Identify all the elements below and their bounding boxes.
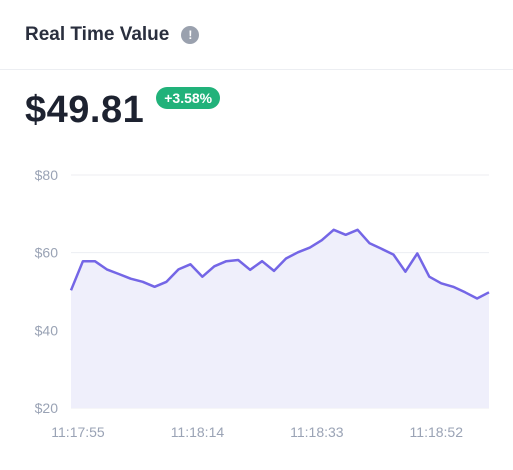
card-header: Real Time Value ! (0, 0, 513, 70)
x-tick-label: 11:18:33 (290, 424, 344, 440)
y-tick-label: $80 (35, 167, 59, 183)
area-fill (71, 229, 489, 408)
value-chart: $80$60$40$20 11:17:55 11:18:14 11:18:33 11:… (35, 167, 490, 440)
x-tick-label: 11:18:52 (410, 424, 464, 440)
series-line (69, 228, 490, 300)
y-tick-label: $20 (35, 400, 59, 416)
y-tick-label: $60 (35, 245, 59, 261)
y-tick-label: $40 (35, 322, 59, 338)
y-axis-ticks: $80 $60 $40 $20 (35, 167, 59, 416)
current-value: $49.81 (25, 89, 145, 131)
info-icon[interactable]: ! (181, 26, 200, 44)
x-axis-ticks: 11:17:55 11:18:14 11:18:33 11:18:52 (51, 424, 463, 440)
x-tick-label: 11:18:14 (171, 424, 225, 440)
value-summary: $49.81 +3.58% (25, 86, 221, 134)
card-title: Real Time Value (25, 23, 170, 45)
x-tick-label: 11:17:55 (51, 424, 105, 440)
change-badge: +3.58% (156, 87, 221, 109)
